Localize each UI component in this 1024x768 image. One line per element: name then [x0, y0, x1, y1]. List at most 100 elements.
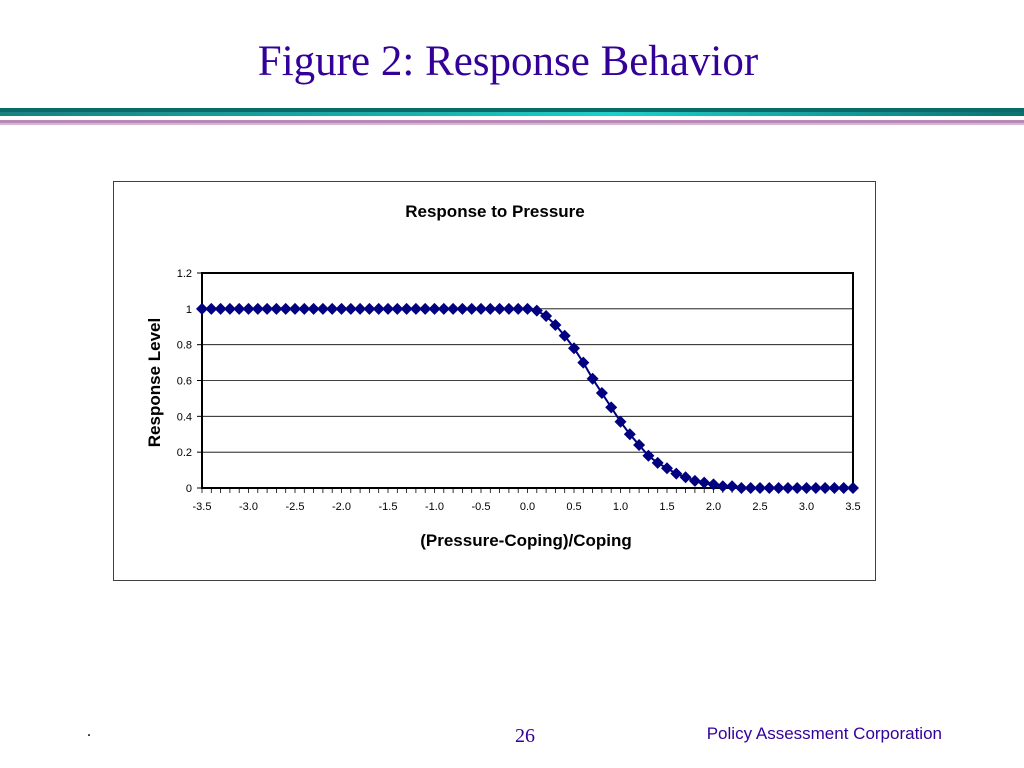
- data-point: [289, 302, 301, 315]
- data-point: [716, 480, 729, 493]
- data-point: [400, 302, 413, 315]
- data-point: [577, 356, 590, 369]
- organization-name: Policy Assessment Corporation: [706, 724, 942, 743]
- data-point: [502, 302, 515, 315]
- data-point: [735, 482, 748, 494]
- x-tick-label: 3.5: [845, 501, 860, 513]
- y-tick-label: 0.2: [177, 447, 192, 459]
- data-point: [344, 302, 357, 315]
- data-point: [475, 302, 487, 315]
- data-point: [391, 302, 404, 315]
- data-point: [847, 482, 859, 494]
- x-tick-label: -0.5: [472, 501, 491, 513]
- data-point: [233, 302, 246, 315]
- data-point: [437, 302, 450, 315]
- x-axis-label: (Pressure-Coping)/Coping: [420, 531, 632, 550]
- data-point: [456, 302, 469, 315]
- data-point: [828, 482, 841, 494]
- chart-frame: Response to Pressure 0 0.2 0.4 0.6 0.8 1 1.2 -3.…: [113, 181, 876, 581]
- data-point: [661, 462, 673, 475]
- data-point: [605, 401, 618, 414]
- data-point: [623, 428, 636, 441]
- x-tick-label: -2.0: [332, 501, 351, 513]
- data-point: [419, 302, 432, 315]
- title-rule-gap: [0, 116, 1024, 120]
- data-point: [633, 439, 646, 451]
- data-point: [688, 474, 701, 487]
- series-line: [202, 307, 853, 489]
- data-point: [465, 302, 478, 315]
- data-point: [819, 482, 832, 494]
- data-point: [372, 302, 385, 315]
- data-point: [242, 302, 255, 315]
- y-tick-label: 0: [186, 483, 192, 495]
- title-rule-pink: [0, 120, 1024, 123]
- data-point: [791, 482, 804, 494]
- data-point: [679, 471, 692, 484]
- data-point: [214, 302, 227, 315]
- data-point: [512, 302, 525, 315]
- data-point: [484, 302, 497, 315]
- data-point: [521, 302, 534, 315]
- data-point: [326, 302, 339, 315]
- data-point: [316, 302, 329, 315]
- data-point: [781, 482, 794, 494]
- data-point: [800, 482, 813, 494]
- x-tick-label: 3.0: [799, 501, 814, 513]
- data-point: [540, 310, 553, 322]
- data-point: [698, 476, 711, 489]
- data-point: [251, 302, 264, 315]
- data-point: [363, 302, 376, 315]
- data-point: [261, 302, 274, 315]
- data-point: [586, 372, 599, 385]
- data-point: [530, 304, 543, 317]
- x-tick-label: 0.0: [520, 501, 535, 513]
- y-tick-label: 0.8: [177, 340, 192, 352]
- data-point: [382, 302, 394, 315]
- title-rule-pink-light: [0, 123, 1024, 125]
- y-tick-label: 1: [186, 304, 192, 316]
- data-point: [270, 302, 283, 315]
- response-chart: Response to Pressure 0 0.2 0.4 0.6 0.8 1 1.2 -3.…: [145, 202, 861, 550]
- data-point: [409, 302, 422, 315]
- data-point: [307, 302, 320, 315]
- title-rule-teal-dark: [0, 108, 1024, 112]
- data-point: [809, 482, 822, 494]
- data-point: [549, 318, 562, 331]
- data-point: [614, 415, 627, 428]
- data-point: [595, 387, 608, 400]
- x-tick-label: -3.5: [193, 501, 212, 513]
- data-point: [354, 302, 367, 315]
- x-tick-label: 2.0: [706, 501, 721, 513]
- chart-title: Response to Pressure: [405, 202, 585, 221]
- data-point: [642, 449, 655, 462]
- data-point: [493, 302, 506, 315]
- data-point: [298, 302, 311, 315]
- data-point: [772, 482, 785, 494]
- slide-title: Figure 2: Response Behavior: [257, 38, 759, 85]
- y-tick-label: 1.2: [177, 268, 192, 280]
- x-tick-label: 1.5: [659, 501, 674, 513]
- data-point: [335, 302, 348, 315]
- page-number: 26: [515, 725, 535, 747]
- data-point: [568, 342, 580, 355]
- data-point: [558, 329, 571, 342]
- data-point: [763, 482, 776, 494]
- y-tick-label: 0.6: [177, 376, 192, 388]
- x-tick-label: -3.0: [239, 501, 258, 513]
- data-point: [726, 480, 739, 493]
- x-tick-label: 0.5: [566, 501, 581, 513]
- data-point: [707, 478, 720, 491]
- x-tick-label: 2.5: [752, 501, 767, 513]
- y-axis-label: Response Level: [145, 318, 164, 447]
- x-tick-label: -1.0: [425, 501, 444, 513]
- y-tick-label: 0.4: [177, 411, 192, 423]
- data-point: [447, 302, 460, 315]
- data-point: [428, 302, 441, 315]
- x-tick-label: -1.5: [379, 501, 398, 513]
- x-tick-label: 1.0: [613, 501, 628, 513]
- data-point: [196, 302, 208, 315]
- x-tick-label: -2.5: [286, 501, 305, 513]
- data-point: [223, 302, 236, 315]
- data-point: [279, 302, 292, 315]
